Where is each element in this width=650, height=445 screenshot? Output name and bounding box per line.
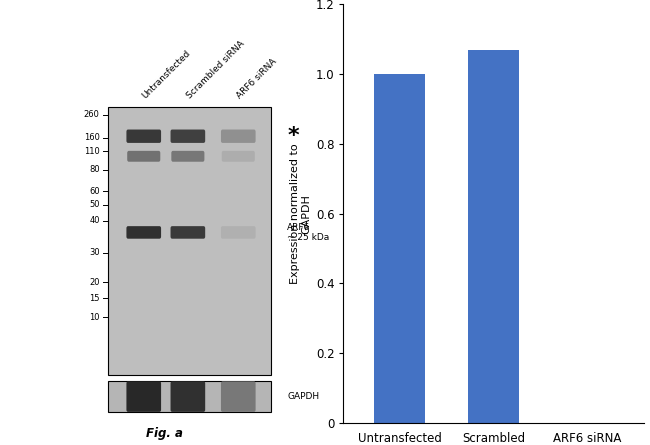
FancyBboxPatch shape [172, 151, 204, 162]
Text: 80: 80 [89, 166, 99, 174]
FancyBboxPatch shape [126, 226, 161, 239]
Text: 15: 15 [89, 294, 99, 303]
Text: 160: 160 [84, 133, 99, 142]
FancyBboxPatch shape [170, 129, 205, 143]
Text: 110: 110 [84, 146, 99, 156]
Y-axis label: Expression normalized to
GAPDH: Expression normalized to GAPDH [290, 143, 311, 284]
Text: Fig. a: Fig. a [146, 427, 183, 440]
Text: ARF6
~ 25 kDa: ARF6 ~ 25 kDa [287, 223, 330, 242]
Bar [107, 107, 271, 375]
FancyBboxPatch shape [126, 129, 161, 143]
FancyBboxPatch shape [170, 226, 205, 239]
FancyBboxPatch shape [221, 381, 255, 412]
FancyBboxPatch shape [126, 381, 161, 412]
Text: 60: 60 [89, 187, 99, 196]
Text: 30: 30 [89, 248, 99, 257]
Bar [107, 381, 271, 412]
Text: 20: 20 [89, 278, 99, 287]
FancyBboxPatch shape [221, 129, 255, 143]
Text: Scrambled siRNA: Scrambled siRNA [185, 39, 246, 101]
Text: *: * [287, 126, 299, 146]
FancyBboxPatch shape [170, 381, 205, 412]
Text: 10: 10 [89, 312, 99, 322]
Text: 40: 40 [89, 216, 99, 225]
Bar [374, 74, 426, 423]
Bar [468, 50, 519, 423]
FancyBboxPatch shape [221, 226, 255, 239]
FancyBboxPatch shape [222, 151, 255, 162]
Text: ARF6 siRNA: ARF6 siRNA [235, 57, 279, 101]
Text: 260: 260 [84, 110, 99, 119]
Text: GAPDH: GAPDH [287, 392, 319, 401]
Text: 50: 50 [89, 200, 99, 209]
FancyBboxPatch shape [127, 151, 161, 162]
Text: Untransfected: Untransfected [140, 49, 192, 101]
